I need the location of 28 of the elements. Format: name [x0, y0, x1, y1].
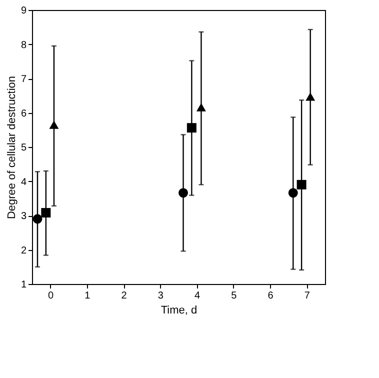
x-tick-label: 0 [48, 290, 54, 302]
y-tick-label: 6 [20, 108, 27, 120]
y-tick-label: 7 [20, 74, 27, 85]
point [178, 188, 188, 198]
x-axis-title: Time, d [160, 304, 198, 316]
y-tick-label: 1 [20, 280, 27, 290]
x-tick-label: 4 [194, 290, 201, 302]
point [296, 180, 306, 190]
y-tick-label: 2 [20, 245, 27, 256]
x-tick-label: 3 [158, 290, 164, 302]
point [306, 92, 316, 101]
point [186, 123, 196, 133]
point [196, 103, 206, 112]
y-tick-label: 3 [20, 211, 27, 222]
x-tick-label: 6 [268, 290, 274, 302]
point [32, 214, 42, 224]
point [49, 120, 59, 129]
x-tick-label: 1 [84, 290, 91, 302]
x-tick-label: 5 [231, 290, 238, 302]
y-axis-title: Degree of cellular destruction [6, 76, 18, 220]
y-tick-label: 5 [20, 142, 27, 154]
point [288, 188, 298, 198]
x-tick-label: 7 [304, 290, 310, 302]
x-tick-label: 2 [121, 290, 128, 302]
point [41, 208, 51, 218]
y-tick-label: 4 [20, 176, 27, 188]
y-tick-label: 9 [20, 6, 27, 16]
y-tick-label: 8 [20, 40, 27, 51]
